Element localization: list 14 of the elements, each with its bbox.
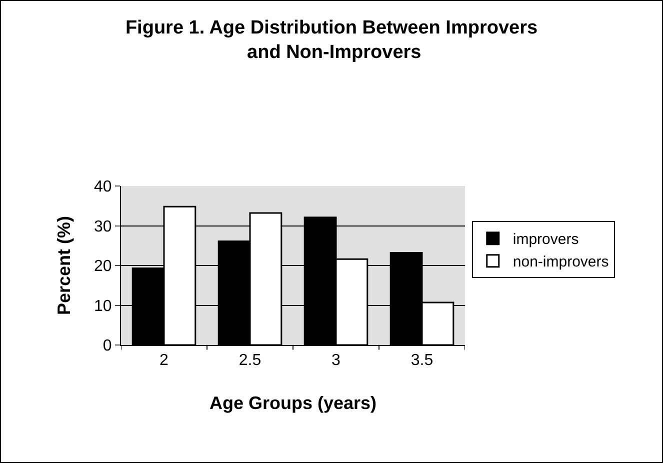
x-tick-label: 2.5 xyxy=(238,352,262,370)
y-tick-label: 10 xyxy=(94,298,112,315)
legend-label: improvers xyxy=(512,231,579,248)
y-tick-label: 20 xyxy=(94,258,112,276)
x-tick-label: 3 xyxy=(332,352,341,370)
y-axis-title: Percent (%) xyxy=(54,216,74,316)
x-tick-label: 2 xyxy=(160,352,169,370)
x-tick-label: 3.5 xyxy=(410,352,434,370)
x-axis-title: Age Groups (years) xyxy=(209,393,377,413)
y-tick-label: 40 xyxy=(94,178,112,196)
y-tick-label: 0 xyxy=(102,338,112,355)
y-tick-label: 30 xyxy=(94,218,112,236)
chart-title: Figure 1. Age Distribution Between Improvers and Non-Improvers xyxy=(125,17,538,63)
legend-label: non-improvers xyxy=(512,254,609,271)
